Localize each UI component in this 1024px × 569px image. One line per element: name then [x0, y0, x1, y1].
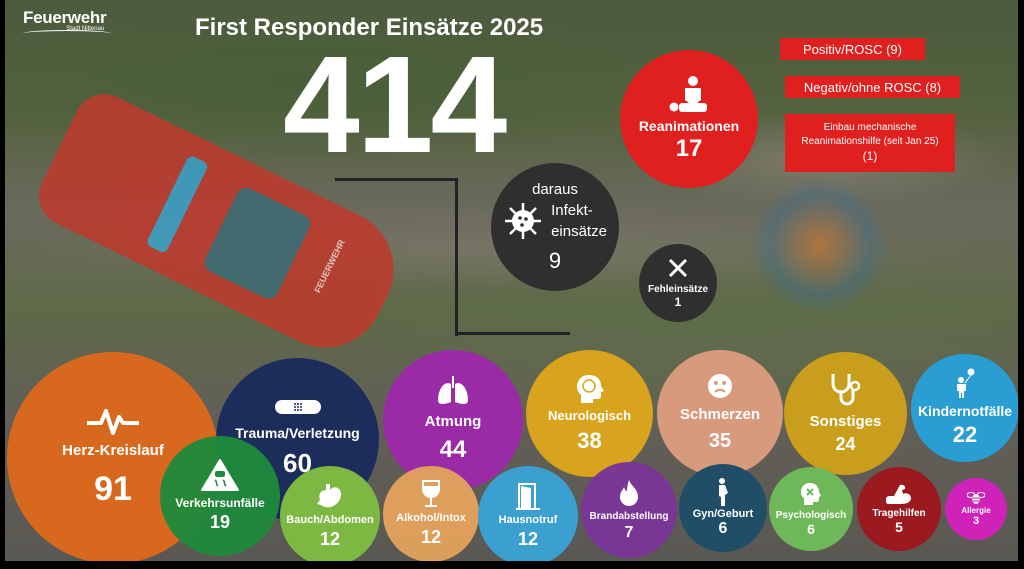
mechanical-cpr-line1: Einbau mechanische: [823, 122, 917, 134]
bubble-kindernotfaelle: Kindernotfälle 22: [911, 354, 1018, 462]
bubble-hausnotruf: Hausnotruf 12: [478, 466, 578, 561]
bandage-icon: [274, 400, 321, 415]
infekt-label-2: einsätze: [551, 222, 607, 240]
category-label: Tragehilfen: [872, 507, 926, 519]
category-label: Kindernotfälle: [917, 403, 1013, 420]
infekt-prefix: daraus: [532, 180, 578, 198]
stomach-icon: [317, 484, 342, 508]
category-value: 35: [708, 429, 732, 452]
bubble-verkehrsunfaelle: Verkehrsunfälle 19: [160, 436, 280, 556]
category-label: Hausnotruf: [498, 514, 558, 527]
mechanical-cpr-line2: Reanimationshilfe (seit Jan 25): [801, 135, 939, 147]
slippery-road-icon: [201, 458, 239, 491]
heartbeat-icon: [87, 409, 139, 436]
category-value: 44: [439, 436, 467, 464]
bubble-schmerzen: Schmerzen 35: [657, 350, 783, 476]
bubble-alkohol: Alkohol/Intox 12: [383, 466, 479, 561]
infekt-bubble: daraus Infekt- einsätze 9: [491, 163, 619, 291]
cpr-icon: [669, 76, 707, 113]
logo-swoosh-icon: [23, 30, 111, 37]
wine-glass-icon: [422, 480, 440, 508]
category-label: Psychologisch: [775, 509, 847, 521]
virus-icon: [505, 202, 542, 239]
rosc-negative: Negativ/ohne ROSC (8): [785, 76, 960, 98]
stethoscope-icon: [831, 373, 860, 406]
logo-sub: Stadt Nittenau: [66, 26, 105, 32]
category-label: Atmung: [424, 412, 482, 430]
bubble-tragehilfen: Tragehilfen 5: [857, 467, 941, 551]
category-label: Herz-Kreislauf: [62, 442, 164, 460]
category-label: Gyn/Geburt: [692, 507, 754, 520]
category-label: Schmerzen: [679, 406, 761, 424]
bubble-allergie: Allergie 3: [945, 478, 1007, 540]
category-value: 19: [209, 512, 231, 533]
close-icon: [668, 258, 688, 277]
category-value: 12: [517, 528, 539, 549]
door-icon: [516, 483, 540, 511]
pregnant-icon: [719, 477, 728, 506]
bubble-bauch: Bauch/Abdomen 12: [280, 466, 380, 561]
category-label: Brandabstellung: [589, 510, 669, 522]
logo-name: Feuerwehr: [23, 8, 107, 27]
category-label: Sonstiges: [809, 412, 882, 430]
category-label: Bauch/Abdomen: [286, 514, 374, 527]
fehleinsatz-bubble: Fehleinsätze 1: [639, 244, 717, 322]
category-value: 24: [835, 434, 856, 455]
reanimation-label: Reanimationen: [638, 118, 740, 135]
category-value: 5: [895, 518, 903, 535]
category-value: 12: [420, 526, 442, 547]
category-value: 6: [718, 520, 728, 538]
reanimation-value: 17: [675, 134, 703, 162]
connector-line: [335, 178, 458, 336]
page-title: First Responder Einsätze 2025: [195, 14, 544, 41]
category-label: Verkehrsunfälle: [175, 495, 265, 510]
reanimation-bubble: Reanimationen 17: [620, 50, 758, 188]
category-value: 12: [319, 528, 341, 549]
fehleinsatz-value: 1: [674, 294, 682, 309]
category-label: Alkohol/Intox: [396, 512, 466, 525]
psych-head-icon: [801, 482, 821, 505]
bubble-atmung: Atmung 44: [383, 350, 523, 490]
category-label: Trauma/Verletzung: [235, 425, 360, 442]
category-label: Neurologisch: [547, 408, 632, 424]
category-value: 3: [972, 515, 980, 528]
brain-head-icon: [576, 375, 604, 404]
muscle-arm-icon: [886, 484, 911, 504]
sad-face-icon: [708, 374, 732, 399]
infographic-canvas: FEUERWEHR Feuerwehr Stadt Nittenau First…: [5, 0, 1018, 561]
logo: Feuerwehr Stadt Nittenau: [23, 8, 111, 32]
fehleinsatz-label: Fehleinsätze: [647, 283, 709, 295]
category-value: 7: [624, 523, 634, 541]
mechanical-cpr-box: Einbau mechanische Reanimationshilfe (se…: [785, 114, 955, 172]
light-bar: [145, 154, 210, 255]
category-value: 22: [952, 421, 978, 447]
total-count: 414: [283, 28, 507, 182]
flame-icon: [620, 479, 638, 506]
bubble-sonstiges: Sonstiges 24: [784, 352, 907, 475]
category-value: 38: [577, 427, 602, 453]
bubble-psychologisch: Psychologisch 6: [769, 467, 853, 551]
category-value: 91: [94, 469, 132, 508]
lungs-icon: [438, 375, 468, 404]
infekt-value: 9: [548, 247, 562, 273]
bee-icon: [967, 491, 985, 504]
category-value: 6: [807, 520, 815, 537]
bubble-gyn: Gyn/Geburt 6: [679, 464, 767, 552]
equipment-image: [745, 180, 895, 310]
windshield: [201, 184, 314, 303]
connector-line-bottom: [455, 332, 570, 335]
mechanical-cpr-count: (1): [862, 149, 878, 164]
bubble-neurologisch: Neurologisch 38: [526, 350, 653, 477]
infekt-label-1: Infekt-: [551, 201, 593, 219]
child-balloon-icon: [957, 368, 975, 399]
category-label: Allergie: [961, 505, 991, 515]
bubble-brandabstellung: Brandabstellung 7: [581, 462, 677, 558]
rosc-positive: Positiv/ROSC (9): [780, 38, 925, 60]
